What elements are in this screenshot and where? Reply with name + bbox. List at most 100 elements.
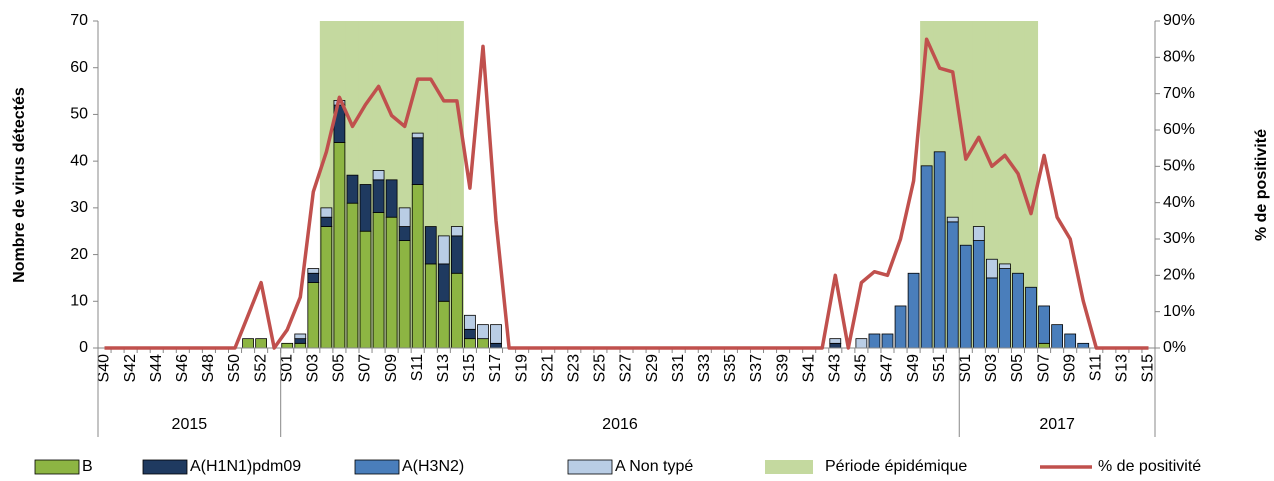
x-tick-label: S01 [957,354,974,383]
y2-tick-label: 90% [1163,12,1195,29]
y-tick-label: 70 [70,12,88,29]
y2-axis-title: % de positivité [1253,129,1270,241]
bar-segment [385,179,398,218]
bar-segment [946,216,959,223]
bar-segment [855,338,868,349]
bar-segment [294,338,307,344]
x-tick-label: S09 [383,354,400,383]
bar-segment [372,212,385,349]
x-tick-label: S44 [148,354,165,383]
x-tick-label: S05 [1009,354,1026,383]
bar-segment [894,305,907,349]
y-tick-label: 20 [70,246,88,263]
y-tick-label: 0 [79,339,88,356]
bar-segment [829,342,842,349]
bar-segment [307,268,320,274]
x-tick-label: S01 [278,354,295,383]
x-tick-label: S50 [226,354,243,383]
bar-segment [920,165,933,349]
bar-segment [477,338,489,349]
bar-segment [1038,342,1050,349]
y2-tick-label: 50% [1163,158,1195,175]
x-tick-label: S48 [200,354,217,383]
legend-swatch [142,459,188,475]
legend-swatch [567,459,613,475]
y2-tick-label: 0% [1163,339,1186,356]
x-tick-label: S23 [566,354,583,383]
bar-segment [907,272,920,349]
x-tick-label: S13 [1114,354,1131,383]
legend-swatch [34,459,80,475]
bar-segment [450,235,463,274]
bar-segment [490,324,502,344]
y-tick-label: 50 [70,106,88,123]
x-tick-label: S43 [827,354,844,383]
y2-tick-label: 60% [1163,121,1195,138]
bar-segment [411,184,424,349]
x-tick-label: S09 [1061,354,1078,383]
positivity-line [104,37,1149,350]
x-tick-label: S52 [252,354,269,383]
y-tick-label: 10 [70,293,88,310]
bar-segment [398,207,411,227]
x-tick-label: S15 [1140,354,1157,383]
bar-segment [464,314,476,330]
y2-tick-label: 70% [1163,85,1195,102]
x-tick-label: S11 [1087,354,1104,381]
x-tick-label: S41 [800,354,817,383]
x-tick-label: S07 [357,354,374,383]
legend-label: A Non typé [615,458,693,475]
bar-segment [999,268,1011,349]
bar-segment [307,282,320,349]
bar-segment [437,300,450,349]
legend-label: % de positivité [1098,458,1201,475]
x-tick-label: S21 [539,354,556,383]
bar-segment [437,235,450,265]
legend-label: A(H1N1)pdm09 [190,458,301,475]
bar-segment [385,216,398,349]
bar-segment [933,151,946,349]
x-tick-label: S51 [931,354,948,383]
year-label: 2015 [172,416,208,433]
x-tick-label: S07 [1035,354,1052,383]
x-tick-label: S11 [409,354,426,381]
bar-segment [359,230,372,349]
bar-segment [411,132,424,139]
bar-segment [450,272,463,349]
bar-segment [294,342,307,349]
bar-segment [424,226,437,265]
x-tick-label: S37 [748,354,765,383]
legend-label: B [82,458,93,475]
bar-segment [1025,286,1037,349]
bar-segment [1038,305,1050,344]
x-tick-label: S29 [644,354,661,383]
legend-swatch [765,460,813,474]
y2-tick-label: 10% [1163,303,1195,320]
bar-segment [986,277,998,349]
x-tick-label: S25 [592,354,609,383]
x-tick-label: S42 [122,354,139,383]
x-tick-label: S05 [331,354,348,383]
bar-segment [829,338,842,344]
x-tick-label: S17 [487,354,504,383]
bar-segment [411,137,424,185]
bar-segment [294,333,307,340]
x-tick-label: S39 [774,354,791,383]
bar-segment [437,263,450,302]
bar-segment [320,216,333,227]
x-tick-label: S31 [670,354,687,383]
x-tick-label: S27 [618,354,635,383]
legend-label: A(H3N2) [402,458,464,475]
epidemic-band [1011,21,1026,348]
bar-segment [1064,333,1077,349]
x-tick-label: S40 [96,354,113,383]
bar-segment [320,207,333,218]
legend-label: Période épidémique [825,458,967,475]
bar-segment [464,328,476,340]
bar-segment [999,263,1011,269]
year-label: 2016 [602,416,638,433]
bar-segment [986,258,998,279]
x-tick-label: S13 [435,354,452,383]
bar-segment [320,226,333,349]
bar-segment [424,263,437,349]
